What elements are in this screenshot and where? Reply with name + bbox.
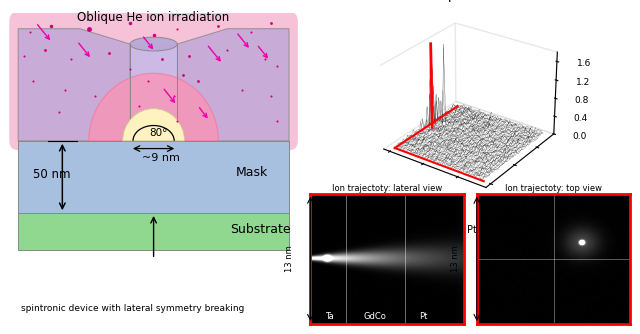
Text: (h)  Atomic displacement: (h) Atomic displacement [351,0,518,2]
Text: Substrate: Substrate [230,223,291,236]
Polygon shape [130,44,177,141]
Text: Pt: Pt [419,312,428,321]
Polygon shape [18,141,289,213]
Title: Ion trajectoty: top view: Ion trajectoty: top view [505,184,602,193]
Ellipse shape [130,37,177,51]
Text: GdCo: GdCo [405,212,435,222]
Title: Ion trajectoty: lateral view: Ion trajectoty: lateral view [332,184,442,193]
Text: 50 nm: 50 nm [33,168,70,181]
Text: 13 nm: 13 nm [451,245,460,272]
Text: Ta: Ta [355,200,367,210]
Polygon shape [177,29,289,141]
Text: Mask: Mask [236,166,268,179]
Text: spintronic device with lateral symmetry breaking: spintronic device with lateral symmetry … [21,304,244,313]
FancyBboxPatch shape [10,12,298,150]
Text: Pt: Pt [467,225,477,235]
Text: ~9 nm: ~9 nm [142,153,180,163]
Text: Oblique He ion irradiation: Oblique He ion irradiation [77,11,230,24]
Text: GdCo: GdCo [364,312,387,321]
Polygon shape [18,29,130,141]
Text: 80°: 80° [149,128,168,138]
Text: 13 nm: 13 nm [285,245,294,272]
Wedge shape [123,109,184,141]
Wedge shape [89,73,218,141]
Text: Ta: Ta [324,312,333,321]
Polygon shape [18,213,289,250]
